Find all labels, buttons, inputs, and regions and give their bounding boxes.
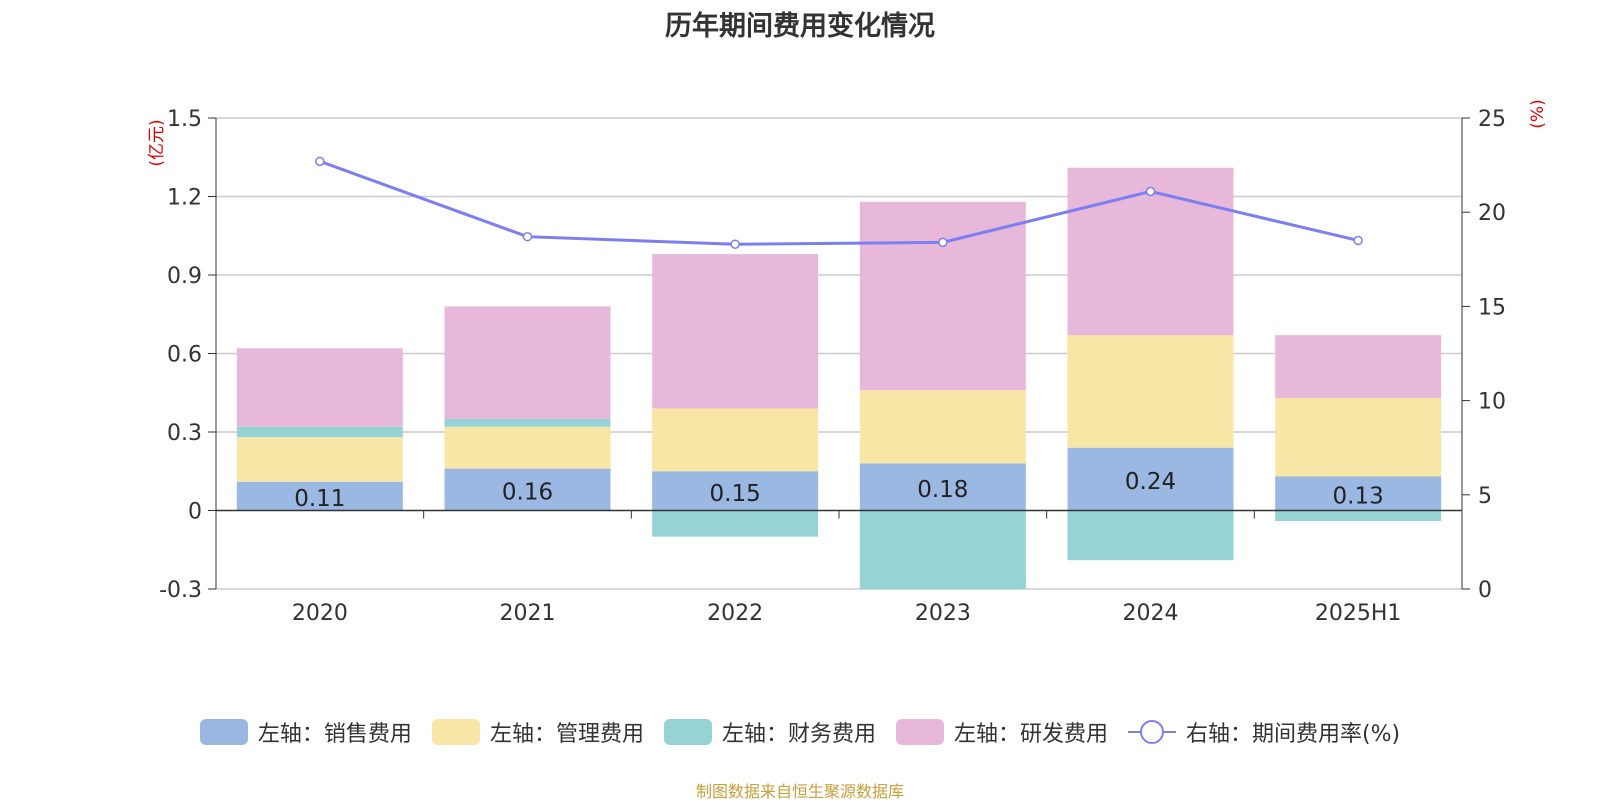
data-label: 0.15 — [710, 481, 761, 507]
bar-segment — [652, 408, 819, 472]
bar-segment — [1275, 335, 1442, 398]
legend-item[interactable]: 左轴：管理费用 — [431, 716, 644, 748]
legend-item[interactable]: 左轴：财务费用 — [663, 716, 876, 748]
right-tick-label: 5 — [1478, 484, 1492, 509]
right-tick-label: 0 — [1478, 578, 1492, 603]
data-label: 0.13 — [1333, 483, 1384, 509]
right-tick-label: 10 — [1478, 390, 1506, 415]
line-series-rate — [319, 159, 1359, 246]
bar-segment — [1275, 510, 1442, 521]
bar-segment — [444, 418, 611, 427]
bar-segment — [236, 437, 403, 482]
data-label: 0.11 — [294, 486, 345, 512]
bar-segment — [444, 426, 611, 469]
bar-segment — [859, 390, 1026, 464]
right-tick-label: 20 — [1478, 201, 1506, 226]
bar-segment — [236, 426, 403, 438]
bar-segment — [859, 201, 1026, 391]
legend-label: 右轴：期间费用率(%) — [1185, 722, 1401, 747]
legend-label: 左轴：研发费用 — [953, 722, 1108, 747]
left-tick-label: 0.6 — [167, 343, 202, 368]
bar-segment — [652, 471, 819, 511]
x-tick-label: 2024 — [1123, 601, 1179, 626]
legend-label: 左轴：销售费用 — [257, 722, 412, 747]
legend: 左轴：销售费用 左轴：管理费用 左轴：财务费用 左轴：研发费用 右轴：期间费用率(%) — [0, 716, 1600, 748]
bar-segment — [652, 510, 819, 537]
left-tick-label: 1.5 — [167, 107, 202, 132]
left-tick-label: 0 — [188, 500, 202, 525]
legend-label: 左轴：财务费用 — [721, 722, 876, 747]
legend-item[interactable]: 左轴：销售费用 — [199, 716, 412, 748]
bar-segment — [236, 348, 403, 427]
data-label: 0.16 — [502, 480, 553, 506]
left-tick-label: 0.3 — [167, 421, 202, 446]
bar-segment — [652, 254, 819, 409]
legend-swatch — [431, 719, 480, 745]
x-tick-label: 2023 — [915, 601, 971, 626]
line-point — [1353, 235, 1363, 246]
bar-segment — [1067, 335, 1234, 448]
left-tick-label: -0.3 — [159, 578, 202, 603]
legend-label: 左轴：管理费用 — [489, 722, 644, 747]
line-point — [1145, 186, 1156, 197]
source-note: 制图数据来自恒生聚源数据库 — [695, 782, 904, 801]
right-tick-label: 15 — [1478, 295, 1506, 320]
bar-segment — [859, 463, 1026, 511]
line-point — [938, 237, 948, 248]
left-tick-label: 0.9 — [167, 264, 202, 289]
chart-title: 历年期间费用变化情况 — [665, 11, 935, 42]
line-point — [522, 231, 533, 242]
bar-segment — [444, 306, 611, 419]
legend-item[interactable]: 左轴：研发费用 — [895, 716, 1108, 748]
legend-swatch — [895, 719, 944, 745]
line-point — [730, 239, 740, 249]
bar-segment — [1275, 397, 1442, 477]
bar-segment — [236, 481, 403, 511]
x-tick-label: 2022 — [707, 601, 763, 626]
x-tick-label: 2020 — [292, 601, 348, 626]
bar-segment — [859, 510, 1026, 589]
legend-swatch — [663, 719, 712, 745]
right-tick-label: 25 — [1478, 107, 1506, 132]
left-tick-label: 1.2 — [167, 186, 202, 211]
bar-segment — [1067, 510, 1234, 561]
data-label: 0.24 — [1125, 469, 1176, 495]
line-point — [315, 156, 325, 167]
right-axis-label: (%) — [1528, 99, 1548, 128]
bar-segment — [1067, 447, 1234, 511]
x-tick-label: 2025H1 — [1315, 601, 1402, 626]
legend-swatch — [199, 719, 248, 745]
x-tick-label: 2021 — [500, 601, 556, 626]
data-label: 0.18 — [917, 477, 968, 503]
bar-segment — [1275, 476, 1442, 511]
bar-segment — [444, 468, 611, 511]
legend-swatch — [1127, 719, 1176, 745]
legend-item[interactable]: 右轴：期间费用率(%) — [1127, 716, 1401, 748]
left-axis-label: (亿元) — [147, 119, 167, 166]
